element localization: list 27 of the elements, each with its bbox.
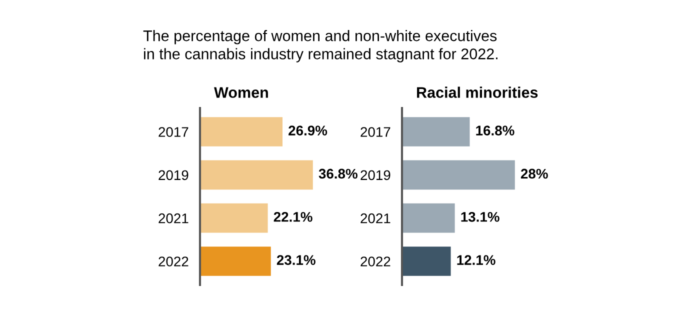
data-label: 13.1% — [461, 212, 500, 222]
y-tick-label: 2017 — [158, 127, 188, 137]
bar — [200, 160, 313, 190]
y-tick-label: 2022 — [158, 256, 188, 266]
data-label: 22.1% — [274, 212, 312, 222]
data-label: 28% — [520, 168, 548, 179]
chart-title: Women — [214, 87, 268, 98]
bar — [402, 117, 470, 146]
y-tick-label: 2022 — [360, 256, 390, 266]
data-label: 23.1% — [276, 255, 316, 266]
bar — [402, 203, 455, 233]
data-label: 36.8% — [318, 168, 358, 179]
text: The percentage of women and non-white executives in the cannabis industry remained stagnant for 2022. — [143, 30, 498, 62]
y-tick-label: 2021 — [158, 213, 188, 224]
y-tick-label: 2021 — [360, 213, 390, 224]
bar — [200, 117, 283, 146]
bar — [200, 246, 271, 276]
data-label: 12.1% — [457, 255, 496, 265]
data-label: 26.9% — [288, 126, 328, 136]
y-tick-label: 2019 — [360, 170, 390, 180]
chart-title: Racial minorities — [417, 86, 538, 98]
bar — [402, 246, 451, 276]
y-tick-label: 2017 — [360, 127, 390, 137]
bar — [200, 203, 268, 233]
bar — [402, 160, 515, 190]
data-label: 16.8% — [476, 126, 514, 136]
y-tick-label: 2019 — [158, 170, 188, 180]
